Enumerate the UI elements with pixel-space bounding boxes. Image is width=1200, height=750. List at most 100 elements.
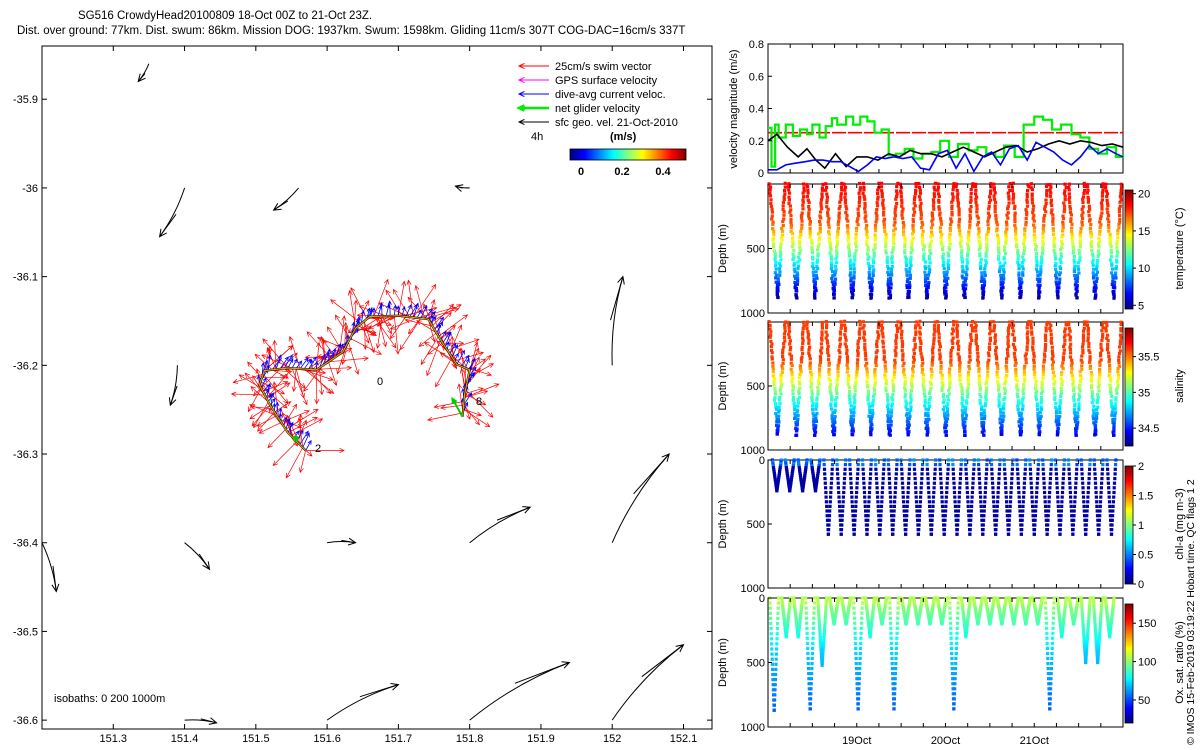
colorbar-tick-label: 1 — [1138, 520, 1144, 532]
section-point — [840, 188, 844, 192]
section-point — [1024, 217, 1028, 221]
section-point — [1090, 383, 1094, 387]
section-point — [1035, 260, 1039, 264]
section-point — [1101, 185, 1105, 189]
section-point — [998, 265, 1002, 269]
section-point — [891, 677, 895, 681]
section-point — [811, 475, 816, 479]
section-point — [808, 235, 812, 239]
section-point — [769, 348, 774, 352]
section-point — [873, 238, 877, 242]
section-point — [873, 233, 877, 237]
section-point — [944, 504, 948, 508]
section-point — [914, 490, 918, 495]
section-point — [991, 495, 995, 499]
section-point — [791, 464, 795, 468]
section-point — [1072, 504, 1077, 508]
section-point — [773, 688, 777, 692]
section-point — [1100, 198, 1104, 202]
section-point — [907, 295, 911, 299]
section-point — [842, 477, 847, 481]
section-point — [774, 662, 778, 666]
section-point — [813, 596, 817, 600]
section-point — [820, 338, 824, 342]
section-point — [800, 355, 804, 359]
section-point — [1112, 295, 1116, 299]
section-point — [1031, 339, 1035, 343]
section-point — [865, 605, 869, 609]
section-point — [922, 255, 926, 259]
section-point — [778, 469, 782, 474]
section-point — [959, 472, 963, 476]
section-point — [857, 332, 861, 336]
section-point — [776, 477, 781, 481]
section-point — [1024, 352, 1028, 356]
section-point — [1061, 226, 1065, 230]
section-point — [801, 483, 805, 487]
section-point — [1046, 320, 1050, 325]
section-point — [802, 320, 806, 324]
section-point — [831, 458, 835, 462]
section-point — [914, 330, 918, 334]
section-point — [982, 518, 986, 522]
section-point — [975, 214, 979, 218]
section-point — [1105, 336, 1109, 340]
section-point — [822, 458, 826, 462]
section-point — [791, 468, 795, 472]
section-point — [808, 357, 812, 361]
section-point — [950, 207, 954, 211]
section-point — [816, 608, 821, 612]
section-point — [1072, 395, 1076, 399]
section-point — [895, 185, 899, 189]
section-point — [956, 339, 960, 343]
section-point — [1075, 279, 1079, 283]
section-point — [890, 651, 894, 656]
section-point — [891, 393, 895, 397]
section-point — [1089, 223, 1093, 227]
section-point — [977, 463, 981, 467]
section-point — [798, 239, 802, 243]
section-point — [918, 348, 923, 352]
section-point — [985, 458, 989, 462]
section-point — [781, 233, 785, 237]
section-point — [769, 330, 773, 334]
dac-vector — [331, 347, 337, 360]
section-point — [805, 195, 809, 199]
section-point — [1089, 235, 1093, 239]
section-point — [1022, 490, 1026, 495]
section-point — [918, 319, 922, 323]
section-point — [830, 414, 834, 418]
section-point — [942, 532, 946, 536]
section-point — [771, 222, 775, 226]
section-point — [856, 217, 860, 221]
section-point — [1041, 242, 1045, 246]
section-point — [769, 632, 773, 636]
section-point — [828, 251, 832, 255]
section-point — [1085, 191, 1089, 195]
section-point — [863, 216, 867, 220]
section-point — [936, 185, 940, 189]
section-point — [780, 364, 784, 368]
section-point — [1055, 433, 1059, 437]
section-point — [1114, 396, 1118, 400]
section-point — [791, 398, 795, 402]
section-point — [1016, 404, 1020, 408]
section-point — [872, 386, 876, 390]
section-point — [1040, 383, 1044, 387]
section-point — [944, 279, 948, 283]
section-point — [949, 354, 953, 358]
section-point — [1057, 422, 1061, 427]
section-point — [796, 633, 800, 637]
section-point — [805, 326, 809, 330]
section-point — [844, 622, 848, 626]
section-point — [983, 414, 987, 418]
section-point — [893, 370, 897, 374]
section-point — [862, 481, 866, 485]
section-point — [1030, 500, 1034, 504]
section-point — [836, 477, 840, 481]
section-point — [1077, 261, 1081, 265]
section-point — [959, 458, 964, 462]
section-point — [850, 290, 854, 294]
section-point — [977, 374, 981, 378]
section-point — [1059, 377, 1063, 381]
